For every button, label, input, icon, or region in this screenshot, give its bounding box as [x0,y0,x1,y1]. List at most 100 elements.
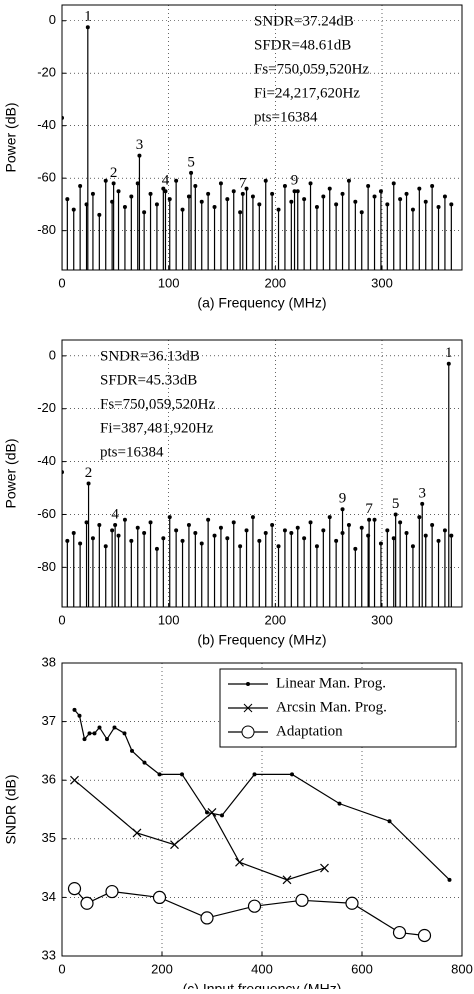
y-tick-label: 37 [42,713,56,728]
annotation: pts=16384 [100,444,164,460]
spectrum-stem-marker [142,530,147,535]
spectrum-stem-marker [321,528,326,533]
marker [200,911,214,925]
marker [152,890,167,905]
spectrum-stem-marker [385,202,390,207]
spectrum-stem-marker [231,189,236,194]
y-tick-label: -20 [37,400,56,415]
chart-panel: 0 100 200 300 -80 -60 -40 -20 0 (a) Frequency (MH… [3,4,463,311]
marker [320,863,329,873]
harmonic-stem-marker [113,523,118,528]
harmonic-label: 9 [291,173,299,189]
plot-area [67,707,452,943]
harmonic-stem-marker [137,153,142,158]
spectrum-stem-marker [167,197,172,202]
marker [132,828,142,838]
harmonic-stem-marker [367,517,372,522]
harmonic-label: 3 [418,485,426,501]
harmonic-label: 7 [365,501,373,517]
chart-panel: 0 200 400 600 800 33 34 35 36 37 38 (c) Input frequ… [3,654,473,994]
spectrum-stem-marker [238,210,243,215]
spectrum-stem-marker [206,191,211,196]
marker [130,748,134,753]
y-tick-label: -80 [37,222,56,237]
spectrum-stem-marker [353,199,358,204]
marker [112,725,117,730]
spectrum-stem-marker [97,212,102,217]
annotation: Fs=750,059,520Hz [100,396,215,412]
marker [295,893,309,907]
annotation: Fi=24,217,620Hz [254,85,360,101]
spectrum-stem-marker [340,191,345,196]
marker [77,713,82,718]
x-tick-label: 600 [351,961,373,976]
spectrum-stem-marker [308,520,313,525]
spectrum-stem-marker [436,205,441,210]
marker [72,707,77,712]
spectrum-stem-marker [65,538,70,543]
harmonic-stem-marker [163,189,168,194]
x-tick-label: 0 [58,275,65,290]
harmonic-stem-marker [446,361,451,366]
spectrum-stem-marker [257,538,262,543]
spectrum-stem-marker [302,536,307,541]
spectrum-stem-marker [327,515,332,520]
marker [220,813,224,818]
spectrum-stem-marker [423,199,428,204]
spectrum-stem-marker [436,538,441,543]
harmonic-label: 2 [85,465,93,481]
spectrum-stem-marker [218,525,223,530]
harmonic-stem-marker [240,191,245,196]
spectrum-stem-marker [97,523,102,528]
spectrum-stem-marker [282,528,287,533]
annotation: pts=16384 [254,109,318,125]
marker [417,928,432,943]
x-tick-label: 200 [264,275,286,290]
y-tick-label: -40 [37,453,56,468]
marker [235,857,244,867]
x-tick-label: 300 [371,275,393,290]
spectrum-stem-marker [122,517,127,522]
marker [392,925,407,940]
spectrum-stem-marker [122,205,127,210]
spectrum-stem-marker [263,178,268,183]
spectrum-stem-marker [180,538,185,543]
spectrum-stem-marker [314,544,319,549]
marker [282,875,292,885]
spectrum-stem-marker [404,191,409,196]
legend-marker [246,682,250,686]
spectrum-stem-marker [180,207,185,212]
y-tick-label: 0 [49,12,56,27]
spectrum-stem-marker [212,205,217,210]
y-tick-label: 35 [42,830,56,845]
spectrum-stem-marker [90,536,95,541]
x-tick-label: 0 [58,612,65,627]
spectrum-stem-marker [302,197,307,202]
spectrum-stem-marker [206,517,211,522]
spectrum-stem-marker [263,530,268,535]
harmonic-label: 5 [187,154,195,170]
spectrum-stem-marker [346,178,351,183]
x-axis-label: (b) Frequency (MHz) [197,632,326,648]
spectrum-stem-marker [250,194,255,199]
spectrum-stem-marker [327,186,332,191]
marker [97,725,102,730]
spectrum-stem-marker [148,191,153,196]
spectrum-stem-marker [346,523,351,528]
annotation: Fs=750,059,520Hz [254,61,369,77]
series-line [74,888,425,937]
spectrum-stem-marker [154,546,159,551]
y-tick-label: -20 [37,65,56,80]
spectrum-stem-marker [417,186,422,191]
harmonic-label: 7 [239,175,247,191]
marker [122,731,127,736]
spectrum-stem-marker [257,202,262,207]
marker [207,808,217,817]
spectrum-stem-marker [129,194,134,199]
marker [180,772,184,777]
spectrum-stem-marker [430,523,435,528]
marker [247,899,262,913]
spectrum-stem-marker [391,181,396,186]
plot-frame [61,4,463,271]
